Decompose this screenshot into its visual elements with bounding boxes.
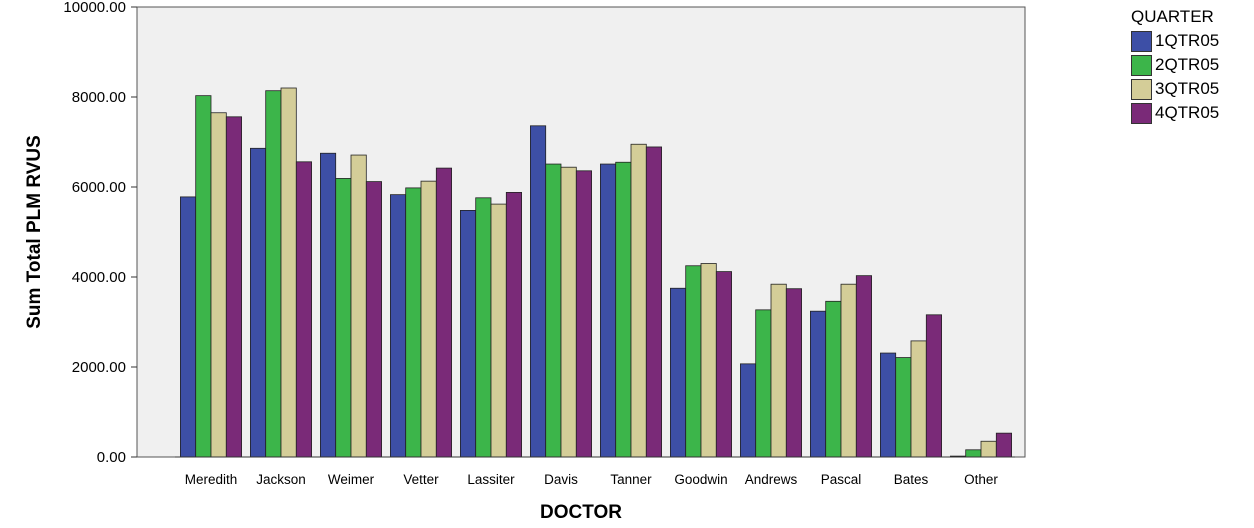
legend-item: 1QTR05 <box>1131 29 1219 53</box>
bar <box>350 154 367 458</box>
x-tick-label: Tanner <box>610 472 652 487</box>
bar <box>980 440 997 458</box>
legend-item: 4QTR05 <box>1131 101 1219 125</box>
legend-item: 3QTR05 <box>1131 77 1219 101</box>
bar <box>505 191 522 458</box>
bar <box>670 287 687 458</box>
bar <box>295 161 312 458</box>
y-axis-label: Sum Total PLM RVUS <box>24 135 45 329</box>
bar <box>825 300 842 458</box>
bar <box>420 180 437 458</box>
y-tick-label: 4000.00 <box>72 269 126 286</box>
bar <box>365 181 382 458</box>
bar <box>560 166 577 458</box>
bar <box>490 203 507 458</box>
legend-items: 1QTR05 2QTR05 3QTR05 4QTR05 <box>1131 29 1219 125</box>
bar <box>785 288 802 458</box>
x-tick-label: Weimer <box>328 472 375 487</box>
bar <box>700 263 717 458</box>
bar <box>319 152 337 458</box>
legend-label: 3QTR05 <box>1155 79 1220 98</box>
legend-swatch <box>1131 102 1152 124</box>
bar <box>685 265 702 458</box>
bar <box>755 309 772 458</box>
x-tick-label: Jackson <box>256 472 306 487</box>
legend: QUARTER 1QTR05 2QTR05 3QTR05 4QTR05 <box>1131 7 1219 125</box>
legend-swatch <box>1131 54 1152 76</box>
legend-item: 2QTR05 <box>1131 53 1219 77</box>
bar <box>615 161 632 458</box>
x-axis: Meredith Jackson Weimer Vetter Lassiter Davis… <box>185 472 999 487</box>
x-tick-label: Meredith <box>185 472 238 487</box>
x-tick-label: Vetter <box>403 472 439 487</box>
legend-label: 2QTR05 <box>1155 55 1220 74</box>
bar <box>855 275 872 458</box>
bar <box>265 90 282 458</box>
bar <box>575 170 592 458</box>
bar <box>179 196 197 458</box>
bar <box>600 163 617 458</box>
x-tick-label: Goodwin <box>674 472 727 487</box>
bar <box>195 95 212 458</box>
bar <box>925 314 942 458</box>
bar <box>459 209 477 458</box>
y-tick-label: 8000.00 <box>72 89 126 106</box>
bar <box>210 112 227 458</box>
bar <box>810 310 827 458</box>
x-tick-label: Pascal <box>821 472 862 487</box>
x-tick-label: Other <box>964 472 998 487</box>
bar <box>475 197 492 458</box>
bar <box>630 143 647 458</box>
bar <box>910 340 927 458</box>
bar <box>715 271 732 458</box>
bar <box>645 146 662 458</box>
bar <box>280 87 297 458</box>
y-tick-label: 10000.00 <box>63 0 126 16</box>
legend-swatch <box>1131 30 1152 52</box>
y-tick-label: 6000.00 <box>72 179 126 196</box>
bars <box>175 87 1015 458</box>
bar <box>740 363 757 458</box>
x-tick-label: Davis <box>544 472 578 487</box>
bar <box>405 187 422 458</box>
bar <box>965 449 982 458</box>
bar <box>335 178 352 458</box>
x-tick-label: Andrews <box>745 472 798 487</box>
legend-title: QUARTER <box>1131 7 1214 26</box>
y-tick-label: 2000.00 <box>72 359 126 376</box>
bar <box>435 167 452 458</box>
y-tick-label: 0.00 <box>97 449 126 466</box>
bar <box>895 357 912 458</box>
bar <box>840 283 857 458</box>
bar <box>249 147 267 458</box>
bar <box>530 125 547 458</box>
bar <box>770 283 787 458</box>
x-tick-label: Bates <box>894 472 929 487</box>
bar <box>880 352 897 458</box>
legend-swatch <box>1131 78 1152 100</box>
x-tick-label: Lassiter <box>467 472 515 487</box>
legend-label: 4QTR05 <box>1155 103 1220 122</box>
x-axis-label: DOCTOR <box>540 502 622 523</box>
y-axis: 0.00 2000.00 4000.00 6000.00 8000.00 10000.00 <box>63 0 137 466</box>
bar <box>389 194 407 458</box>
legend-label: 1QTR05 <box>1155 31 1220 50</box>
bar <box>225 116 243 458</box>
bar <box>995 432 1012 458</box>
bar <box>545 163 562 458</box>
